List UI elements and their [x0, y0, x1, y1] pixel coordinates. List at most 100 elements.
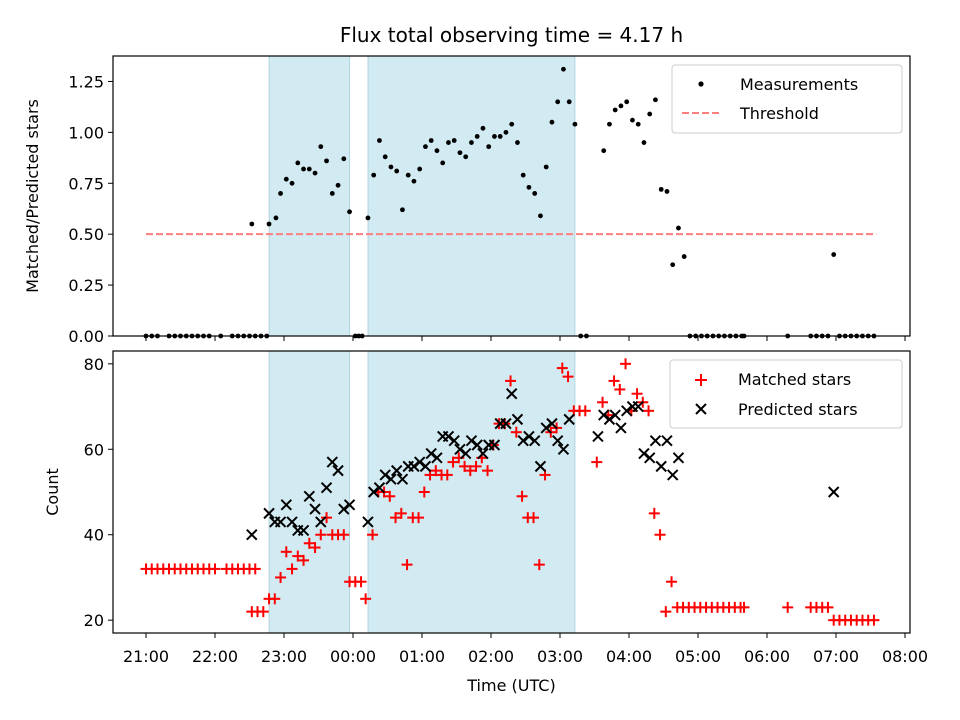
observing-window: [367, 55, 576, 337]
ratio-y-tick-label: 0.50: [68, 225, 104, 244]
matched-stars-point: [666, 576, 678, 588]
predicted-stars-point: [661, 435, 673, 447]
matched-stars-point: [390, 512, 402, 524]
matched-stars-point: [470, 460, 482, 472]
time-x-tick-label: 07:00: [813, 647, 859, 666]
counts-y-tick-label: 40: [84, 526, 104, 545]
ratio-y-tick-label: 0.00: [68, 327, 104, 346]
measurement-point: [526, 184, 532, 190]
measurement-point: [572, 121, 578, 127]
measurement-point: [440, 160, 446, 166]
counts-panel-frame: [112, 350, 911, 634]
predicted-stars-point: [528, 435, 541, 447]
matched-stars-point: [209, 563, 221, 575]
measurement-point: [347, 209, 352, 215]
measurement-point: [509, 121, 515, 127]
measurement-point: [301, 166, 306, 172]
predicted-stars-point: [597, 409, 610, 421]
matched-stars-point: [303, 537, 315, 549]
predicted-stars-point: [326, 456, 339, 468]
matched-stars-point: [441, 469, 453, 481]
predicted-stars-point: [471, 439, 483, 451]
measurement-point: [377, 138, 382, 143]
measurement-point: [653, 97, 658, 103]
predicted-stars-point: [546, 417, 558, 430]
predicted-stars-point: [332, 464, 344, 477]
measurement-point: [405, 172, 411, 178]
legend-label-threshold: Threshold: [739, 104, 819, 123]
measurement-point: [400, 207, 405, 213]
predicted-stars-point: [517, 435, 529, 447]
measurement-point: [538, 213, 543, 219]
matched-stars-point: [614, 383, 626, 395]
predicted-stars-point: [632, 400, 644, 413]
legend-label-predicted: Predicted stars: [738, 400, 858, 419]
measurement-point: [532, 191, 538, 196]
predicted-stars-point: [385, 473, 397, 485]
matched-stars-point: [556, 362, 568, 374]
measurement-point: [601, 148, 607, 154]
measurement-point: [492, 134, 497, 139]
measurement-point: [681, 254, 687, 259]
matched-stars-point: [643, 405, 655, 417]
predicted-stars-point: [442, 430, 455, 443]
measurement-point: [371, 172, 377, 178]
observing-window: [367, 350, 576, 634]
matched-stars-point: [459, 460, 471, 472]
matched-stars-point: [269, 593, 281, 605]
measurement-point: [273, 215, 279, 221]
predicted-stars-point: [638, 447, 650, 460]
measurement-point: [335, 182, 341, 188]
predicted-stars-point: [448, 435, 460, 447]
predicted-stars-point: [413, 456, 426, 468]
predicted-stars-point: [523, 430, 535, 443]
measurement-point: [306, 166, 312, 172]
measurement-point: [411, 178, 417, 184]
predicted-stars-point: [373, 482, 386, 494]
predicted-stars-point: [551, 435, 564, 447]
legend-marker-matched: [695, 374, 707, 386]
ratio-panel-frame: [112, 55, 911, 337]
predicted-stars-point: [505, 388, 518, 400]
measurement-point: [831, 252, 837, 257]
matched-stars-point: [275, 571, 287, 583]
measurement-point: [469, 140, 474, 145]
predicted-stars-point: [309, 503, 321, 515]
time-x-tick-label: 23:00: [261, 647, 307, 666]
matched-stars-point: [738, 601, 750, 613]
matched-stars-point: [430, 465, 442, 477]
time-x-tick-label: 05:00: [675, 647, 721, 666]
predicted-stars-point: [286, 516, 298, 528]
time-x-tick-label: 21:00: [123, 647, 169, 666]
ratio-y-tick-label: 1.25: [68, 72, 104, 91]
time-x-tick-label: 03:00: [537, 647, 583, 666]
ratio-y-tick-label: 0.75: [68, 174, 104, 193]
measurement-point: [312, 170, 318, 176]
time-x-tick-label: 06:00: [744, 647, 790, 666]
x-axis-label: Time (UTC): [466, 676, 555, 695]
measurement-point: [624, 99, 630, 105]
measurement-point: [635, 121, 641, 127]
matched-stars-point: [822, 601, 834, 613]
counts-legend: Matched stars Predicted stars: [669, 359, 903, 429]
matched-stars-point: [321, 512, 333, 524]
predicted-stars-point: [338, 503, 350, 515]
predicted-stars-point: [425, 447, 437, 460]
predicted-stars-point: [379, 469, 391, 481]
matched-stars-point: [413, 512, 425, 524]
measurement-point: [566, 99, 572, 105]
measurement-point: [480, 125, 486, 131]
predicted-stars-point: [246, 529, 258, 541]
predicted-stars-point: [431, 452, 443, 464]
predicted-stars-point: [477, 447, 489, 460]
predicted-stars-point: [511, 413, 524, 426]
measurement-point: [278, 191, 283, 196]
measurement-point: [434, 148, 440, 154]
measurement-point: [676, 225, 681, 231]
predicted-stars-point: [672, 452, 685, 464]
matched-stars-point: [286, 563, 298, 575]
observing-windows-bottom: [268, 350, 576, 634]
predicted-stars-point: [500, 417, 512, 430]
matched-stars-point: [280, 546, 292, 558]
